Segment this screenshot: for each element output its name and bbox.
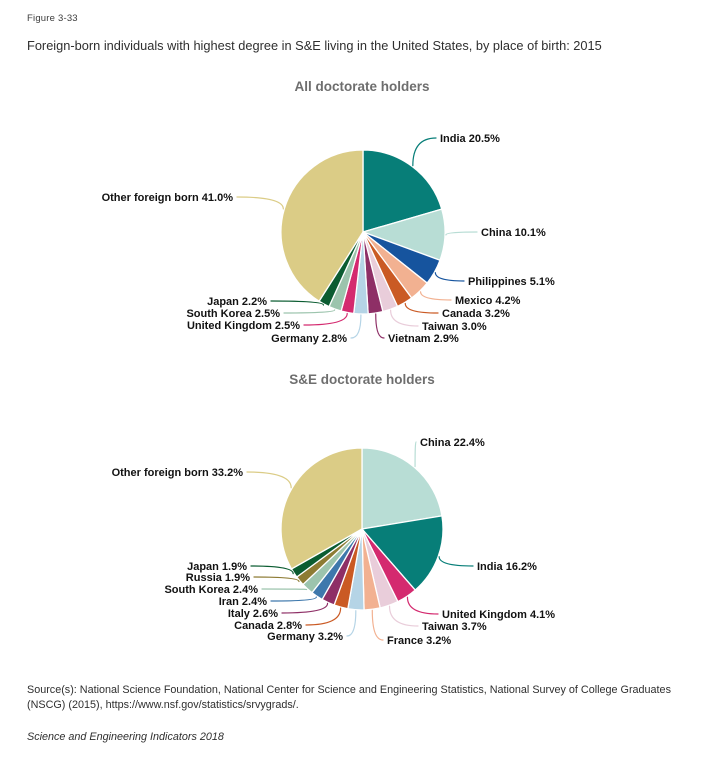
- pie2-leader-other-foreign-born: [246, 471, 292, 489]
- pie2-leader-france: [371, 609, 384, 641]
- pie2-slice-other-foreign-born: [280, 447, 363, 570]
- pie1-label-china: China 10.1%: [481, 227, 546, 239]
- pie1-leader-other-foreign-born: [236, 196, 284, 210]
- pie1-label-canada: Canada 3.2%: [442, 308, 510, 320]
- pie2-label-japan: Japan 1.9%: [187, 561, 247, 573]
- pie2-leader-germany: [346, 610, 357, 637]
- pie2-leader-japan: [250, 565, 294, 575]
- pie2-leader-iran: [270, 596, 317, 602]
- page-title: Foreign-born individuals with highest de…: [27, 38, 602, 53]
- figure-number-label: Figure 3-33: [27, 13, 78, 24]
- pie2-leader-india: [438, 556, 474, 567]
- pie2-label-china: China 22.4%: [420, 437, 485, 449]
- pie2-label-canada: Canada 2.8%: [234, 620, 302, 632]
- pie1-label-india: India 20.5%: [440, 133, 500, 145]
- pie2-label-italy: Italy 2.6%: [228, 608, 278, 620]
- pie1-leader-china: [445, 231, 478, 236]
- pie2-label-south-korea: South Korea 2.4%: [164, 584, 258, 596]
- chart1-title: All doctorate holders: [294, 79, 430, 94]
- pie1-label-taiwan: Taiwan 3.0%: [422, 321, 487, 333]
- pie-s-e-doctorate-holders: China 22.4% India 16.2% United Kingdom 4.1…: [112, 437, 556, 647]
- pie2-leader-italy: [281, 602, 329, 614]
- pie1-leader-germany: [350, 314, 362, 339]
- pie1-slice-india: [362, 149, 443, 233]
- chart2-title: S&E doctorate holders: [289, 372, 435, 387]
- pie1-label-south-korea: South Korea 2.5%: [186, 308, 280, 320]
- source-text: Source(s): National Science Foundation, …: [27, 684, 671, 712]
- pie2-label-iran: Iran 2.4%: [219, 596, 268, 608]
- pie2-label-france: France 3.2%: [387, 635, 451, 647]
- pie1-leader-taiwan: [390, 309, 419, 327]
- pie1-label-philippines: Philippines 5.1%: [468, 276, 555, 288]
- pie1-label-vietnam: Vietnam 2.9%: [388, 333, 459, 345]
- pie1-leader-united-kingdom: [303, 312, 348, 326]
- pie2-label-germany: Germany 3.2%: [267, 631, 343, 643]
- pie1-leader-japan: [270, 300, 325, 306]
- pie1-label-japan: Japan 2.2%: [207, 296, 267, 308]
- pie1-leader-philippines: [434, 272, 465, 282]
- pie1-label-other-foreign-born: Other foreign born 41.0%: [102, 192, 234, 204]
- pie1-label-germany: Germany 2.8%: [271, 333, 347, 345]
- pie1-leader-canada: [404, 302, 439, 314]
- pie2-leader-taiwan: [388, 605, 419, 627]
- pie2-slice-india: [361, 515, 444, 591]
- pie1-leader-india: [412, 137, 437, 167]
- pie1-leader-south-korea: [283, 309, 336, 314]
- pie2-label-taiwan: Taiwan 3.7%: [422, 621, 487, 633]
- pie2-label-russia: Russia 1.9%: [186, 572, 250, 584]
- pie2-label-united-kingdom: United Kingdom 4.1%: [442, 609, 555, 621]
- pie1-label-mexico: Mexico 4.2%: [455, 295, 521, 307]
- pie1-leader-vietnam: [375, 313, 385, 339]
- pie2-leader-china: [414, 441, 417, 468]
- pie1-leader-mexico: [419, 291, 452, 301]
- pie1-label-united-kingdom: United Kingdom 2.5%: [187, 320, 300, 332]
- pie2-slice-china: [361, 447, 443, 530]
- pie1-slice-other-foreign-born: [280, 149, 364, 302]
- pie2-leader-russia: [253, 576, 300, 583]
- pie2-label-india: India 16.2%: [477, 561, 537, 573]
- pie2-leader-united-kingdom: [406, 596, 439, 615]
- pie2-label-other-foreign-born: Other foreign born 33.2%: [112, 467, 244, 479]
- footer-text: Science and Engineering Indicators 2018: [27, 731, 224, 743]
- pie-all-doctorate-holders: India 20.5% China 10.1% Philippines 5.1% Me…: [102, 133, 555, 345]
- pie2-leader-canada: [305, 607, 342, 626]
